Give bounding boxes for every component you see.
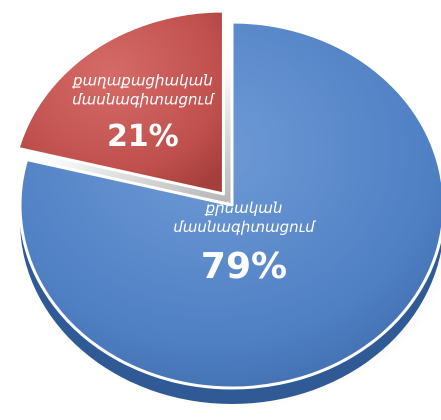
pie-slice-2: [16, 9, 225, 196]
slice-label-line: մասնագիտացում: [173, 218, 317, 236]
slice-label-line: քրեական: [205, 199, 283, 217]
pie-tops: [16, 9, 441, 390]
pie-labels: քրեականմասնագիտացում79%քաղաքացիականմասնա…: [72, 71, 317, 287]
slice-label-line: քաղաքացիական: [72, 71, 213, 89]
slice-percent-label: 79%: [201, 246, 287, 287]
slice-percent-label: 21%: [107, 119, 179, 154]
slice-label-line: մասնագիտացում: [72, 90, 216, 108]
pie-slice-1: [18, 20, 441, 390]
